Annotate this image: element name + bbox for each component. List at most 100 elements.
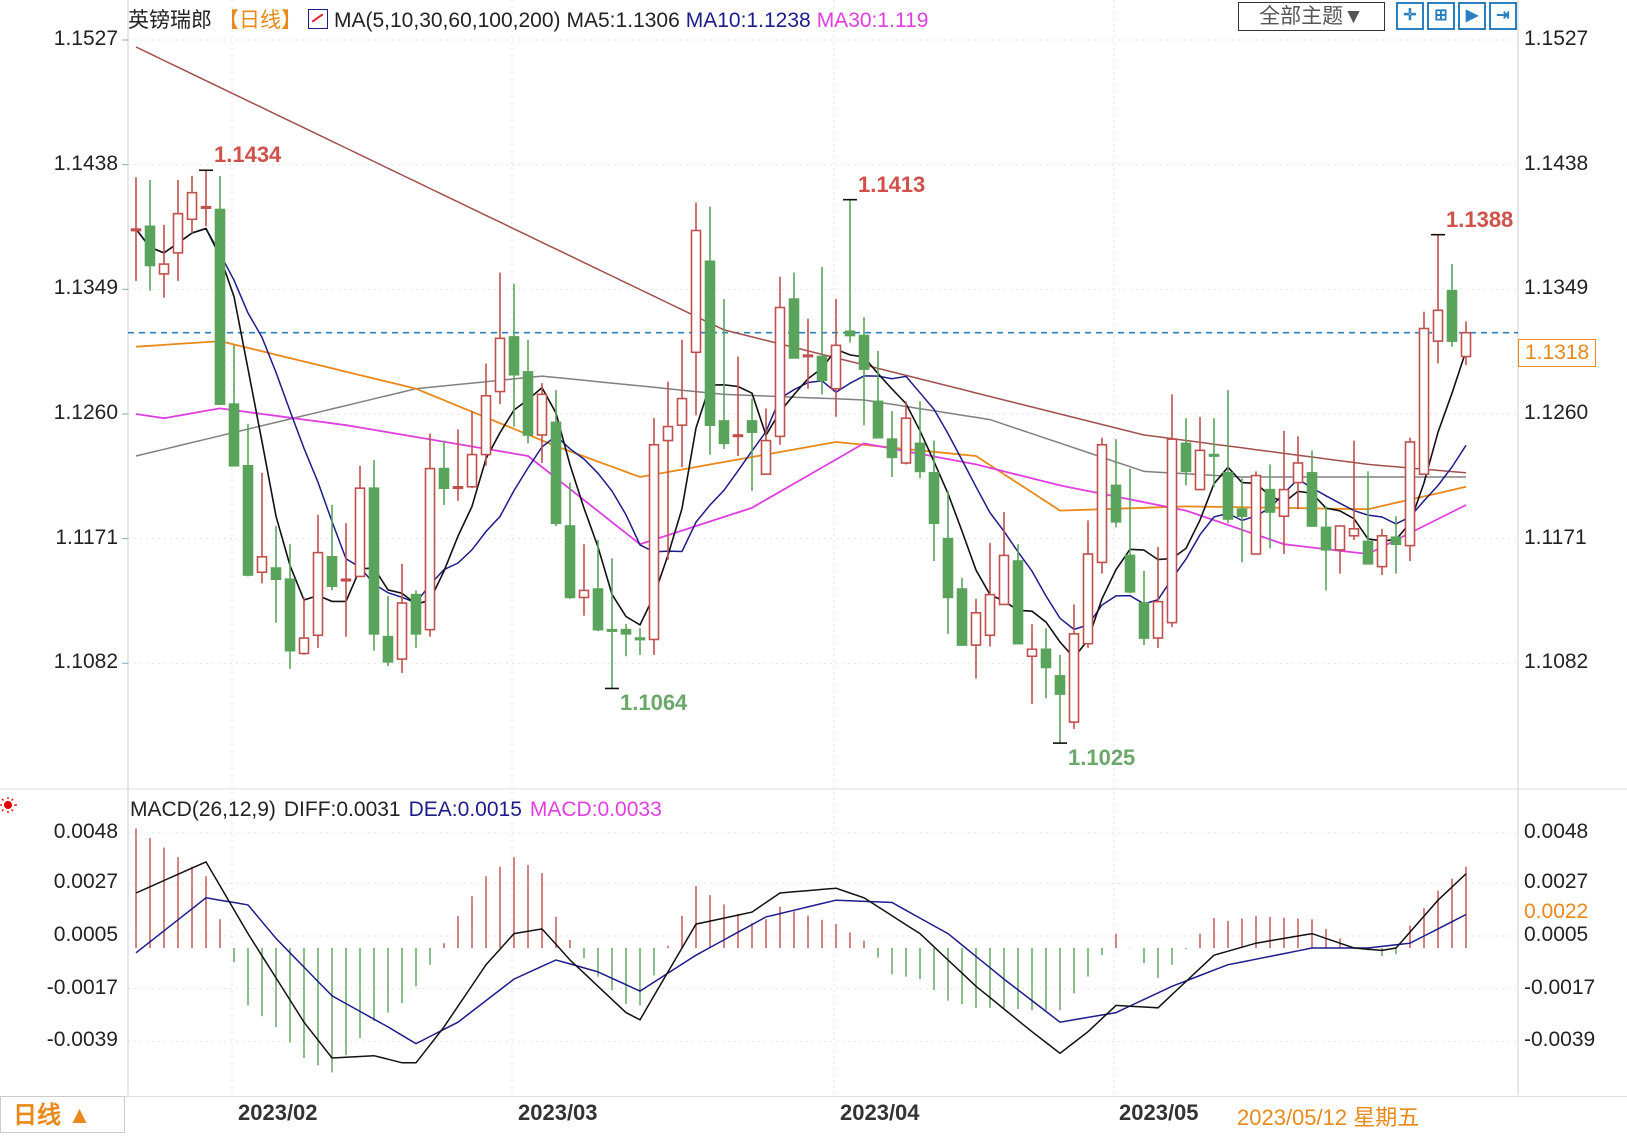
candle-body <box>872 400 884 439</box>
candle-body <box>1404 441 1416 547</box>
left-price-tick-label: 1.1438 <box>53 151 118 175</box>
candle-body <box>1124 554 1136 593</box>
high-price-label: 1.1413 <box>858 171 926 197</box>
candle-body <box>494 337 506 393</box>
candle-body <box>984 593 996 637</box>
candle <box>788 272 800 359</box>
candle-body <box>340 578 352 582</box>
ma-params[interactable]: MA(5,10,30,60,100,200) <box>334 9 561 32</box>
candle-body <box>1446 289 1458 342</box>
candle <box>1292 436 1304 510</box>
right-price-tick-label: 1.1527 <box>1524 27 1589 50</box>
right-macd-tick-label: 0.0005 <box>1524 923 1589 947</box>
candle-body <box>704 260 716 426</box>
indicator-settings-icon[interactable] <box>0 796 18 814</box>
diff-line <box>135 860 1467 1064</box>
candle-body <box>830 344 842 390</box>
candle <box>620 624 632 657</box>
left-macd-tick-label: -0.0039 <box>46 1028 118 1052</box>
candle-body <box>676 397 688 426</box>
candle <box>746 398 758 491</box>
candle <box>1082 520 1094 648</box>
candle <box>326 504 338 591</box>
left-macd-tick-label: 0.0027 <box>53 870 118 894</box>
candle <box>298 597 310 655</box>
candle-body <box>1152 600 1164 639</box>
candle <box>144 180 156 291</box>
candle <box>1306 450 1318 527</box>
candle-body <box>1348 528 1360 537</box>
extreme-markers <box>199 169 1445 744</box>
candle-body <box>298 637 310 655</box>
macd-diff-value: DIFF:0.0031 <box>283 798 401 821</box>
candle <box>760 408 772 475</box>
candle-body <box>466 453 478 488</box>
candle-body <box>998 554 1010 606</box>
candle <box>676 339 688 468</box>
candle <box>172 180 184 281</box>
candle <box>1040 628 1052 699</box>
candle-body <box>228 403 240 467</box>
left-price-tick-label: 1.1260 <box>53 400 118 424</box>
ma-indicator-icon[interactable] <box>308 9 328 29</box>
candle <box>844 199 856 343</box>
candle <box>242 423 254 577</box>
candle <box>382 596 394 667</box>
candle <box>592 540 604 632</box>
candle <box>858 317 870 426</box>
ma5-line <box>135 227 1467 659</box>
candle <box>1376 528 1388 576</box>
candle <box>1446 264 1458 347</box>
candle-body <box>1082 553 1094 645</box>
right-price-tick-label: 1.1349 <box>1524 276 1589 300</box>
candle-body <box>368 487 380 635</box>
candle-body <box>564 525 576 599</box>
candle <box>1096 437 1108 574</box>
candle-body <box>1040 648 1052 669</box>
candle-body <box>1110 484 1122 523</box>
play-icon[interactable]: ▶ <box>1458 2 1486 30</box>
candle-body <box>718 420 730 445</box>
candle-body <box>144 225 156 267</box>
candle-body <box>522 371 534 436</box>
period-selector-button[interactable]: 日线 ▲ <box>0 1096 125 1133</box>
candle-body <box>1180 442 1192 473</box>
candle-body <box>1432 309 1444 342</box>
candle <box>1138 570 1150 646</box>
month-label: 2023/03 <box>518 1100 598 1125</box>
ma30-value: MA30:1.119 <box>816 9 929 32</box>
crosshair-icon[interactable]: ✛ <box>1396 2 1424 30</box>
cursor-date-label: 2023/05/12 星期五 <box>1237 1105 1420 1130</box>
candle-body <box>592 588 604 631</box>
candle-body <box>928 471 940 525</box>
candle <box>284 544 296 669</box>
period-label: 【日线】 <box>218 9 302 32</box>
candle-body <box>732 434 744 438</box>
candle-body <box>270 567 282 581</box>
candle <box>214 175 226 405</box>
candle <box>396 563 408 674</box>
candle-body <box>158 263 170 275</box>
candle-body <box>1264 488 1276 513</box>
candle <box>228 345 240 467</box>
current-price-label: 1.1318 <box>1518 339 1597 367</box>
candle <box>914 401 926 479</box>
candle-body <box>956 588 968 646</box>
candle-body <box>1460 331 1472 358</box>
theme-dropdown-button[interactable]: 全部主题▼ <box>1238 2 1385 31</box>
candle-body <box>1278 488 1290 518</box>
jump-to-end-icon[interactable]: ⇥ <box>1489 2 1517 30</box>
candle <box>424 433 436 637</box>
candle <box>900 401 912 465</box>
candle-body <box>970 612 982 646</box>
range-select-icon[interactable]: ⊞ <box>1427 2 1455 30</box>
candle-body <box>858 334 870 370</box>
candle-body <box>648 443 660 641</box>
candle-body <box>1054 675 1066 695</box>
candle <box>1432 234 1444 364</box>
time-axis <box>0 1096 1627 1136</box>
macd-params[interactable]: MACD(26,12,9) <box>130 798 276 821</box>
ma100-line <box>135 340 1467 512</box>
candle-body <box>886 438 898 459</box>
